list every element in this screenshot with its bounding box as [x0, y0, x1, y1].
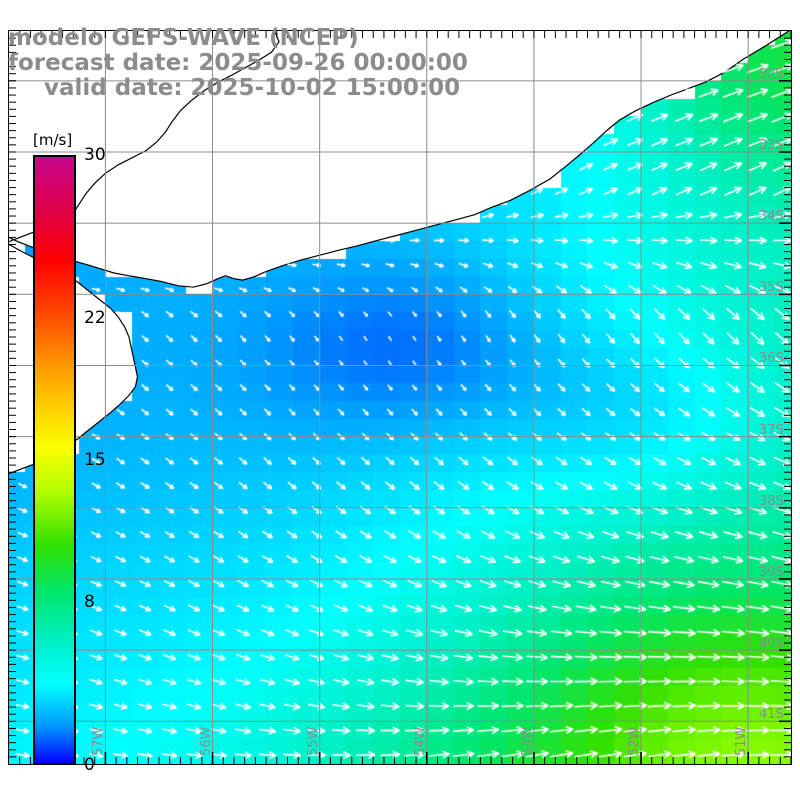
latitude-label: 35S	[759, 280, 784, 296]
longitude-label: 55W	[305, 726, 321, 756]
colorbar-tick-label: 15	[84, 450, 106, 470]
longitude-label: 53W	[519, 726, 535, 756]
latitude-label: 41S	[759, 707, 784, 723]
latitude-label: 34S	[759, 209, 784, 225]
colorbar-gradient	[33, 155, 76, 765]
colorbar-tick-label: 0	[84, 755, 95, 775]
longitude-label: 57W	[91, 726, 107, 756]
latitude-label: 40S	[759, 636, 784, 652]
colorbar-group	[33, 155, 76, 765]
graticule-grid	[9, 31, 791, 764]
latitude-label: 37S	[759, 422, 784, 438]
colorbar-tick-label: 8	[84, 592, 95, 613]
longitude-label: 51W	[734, 726, 750, 756]
map-frame	[8, 30, 792, 765]
latitude-label: 32S	[759, 66, 784, 82]
longitude-label: 56W	[198, 726, 214, 756]
wind-direction-arrows	[9, 31, 791, 764]
colorbar-units-label: [m/s]	[33, 131, 73, 149]
colorbar-tick-label: 30	[84, 145, 106, 165]
latitude-label: 36S	[759, 351, 784, 367]
latitude-label: 39S	[759, 564, 784, 580]
latitude-label: 38S	[759, 493, 784, 509]
longitude-label: 54W	[412, 726, 428, 756]
longitude-label: 52W	[627, 726, 643, 756]
colorbar-tick-label: 22	[84, 307, 106, 328]
latitude-label: 33S	[759, 137, 784, 153]
